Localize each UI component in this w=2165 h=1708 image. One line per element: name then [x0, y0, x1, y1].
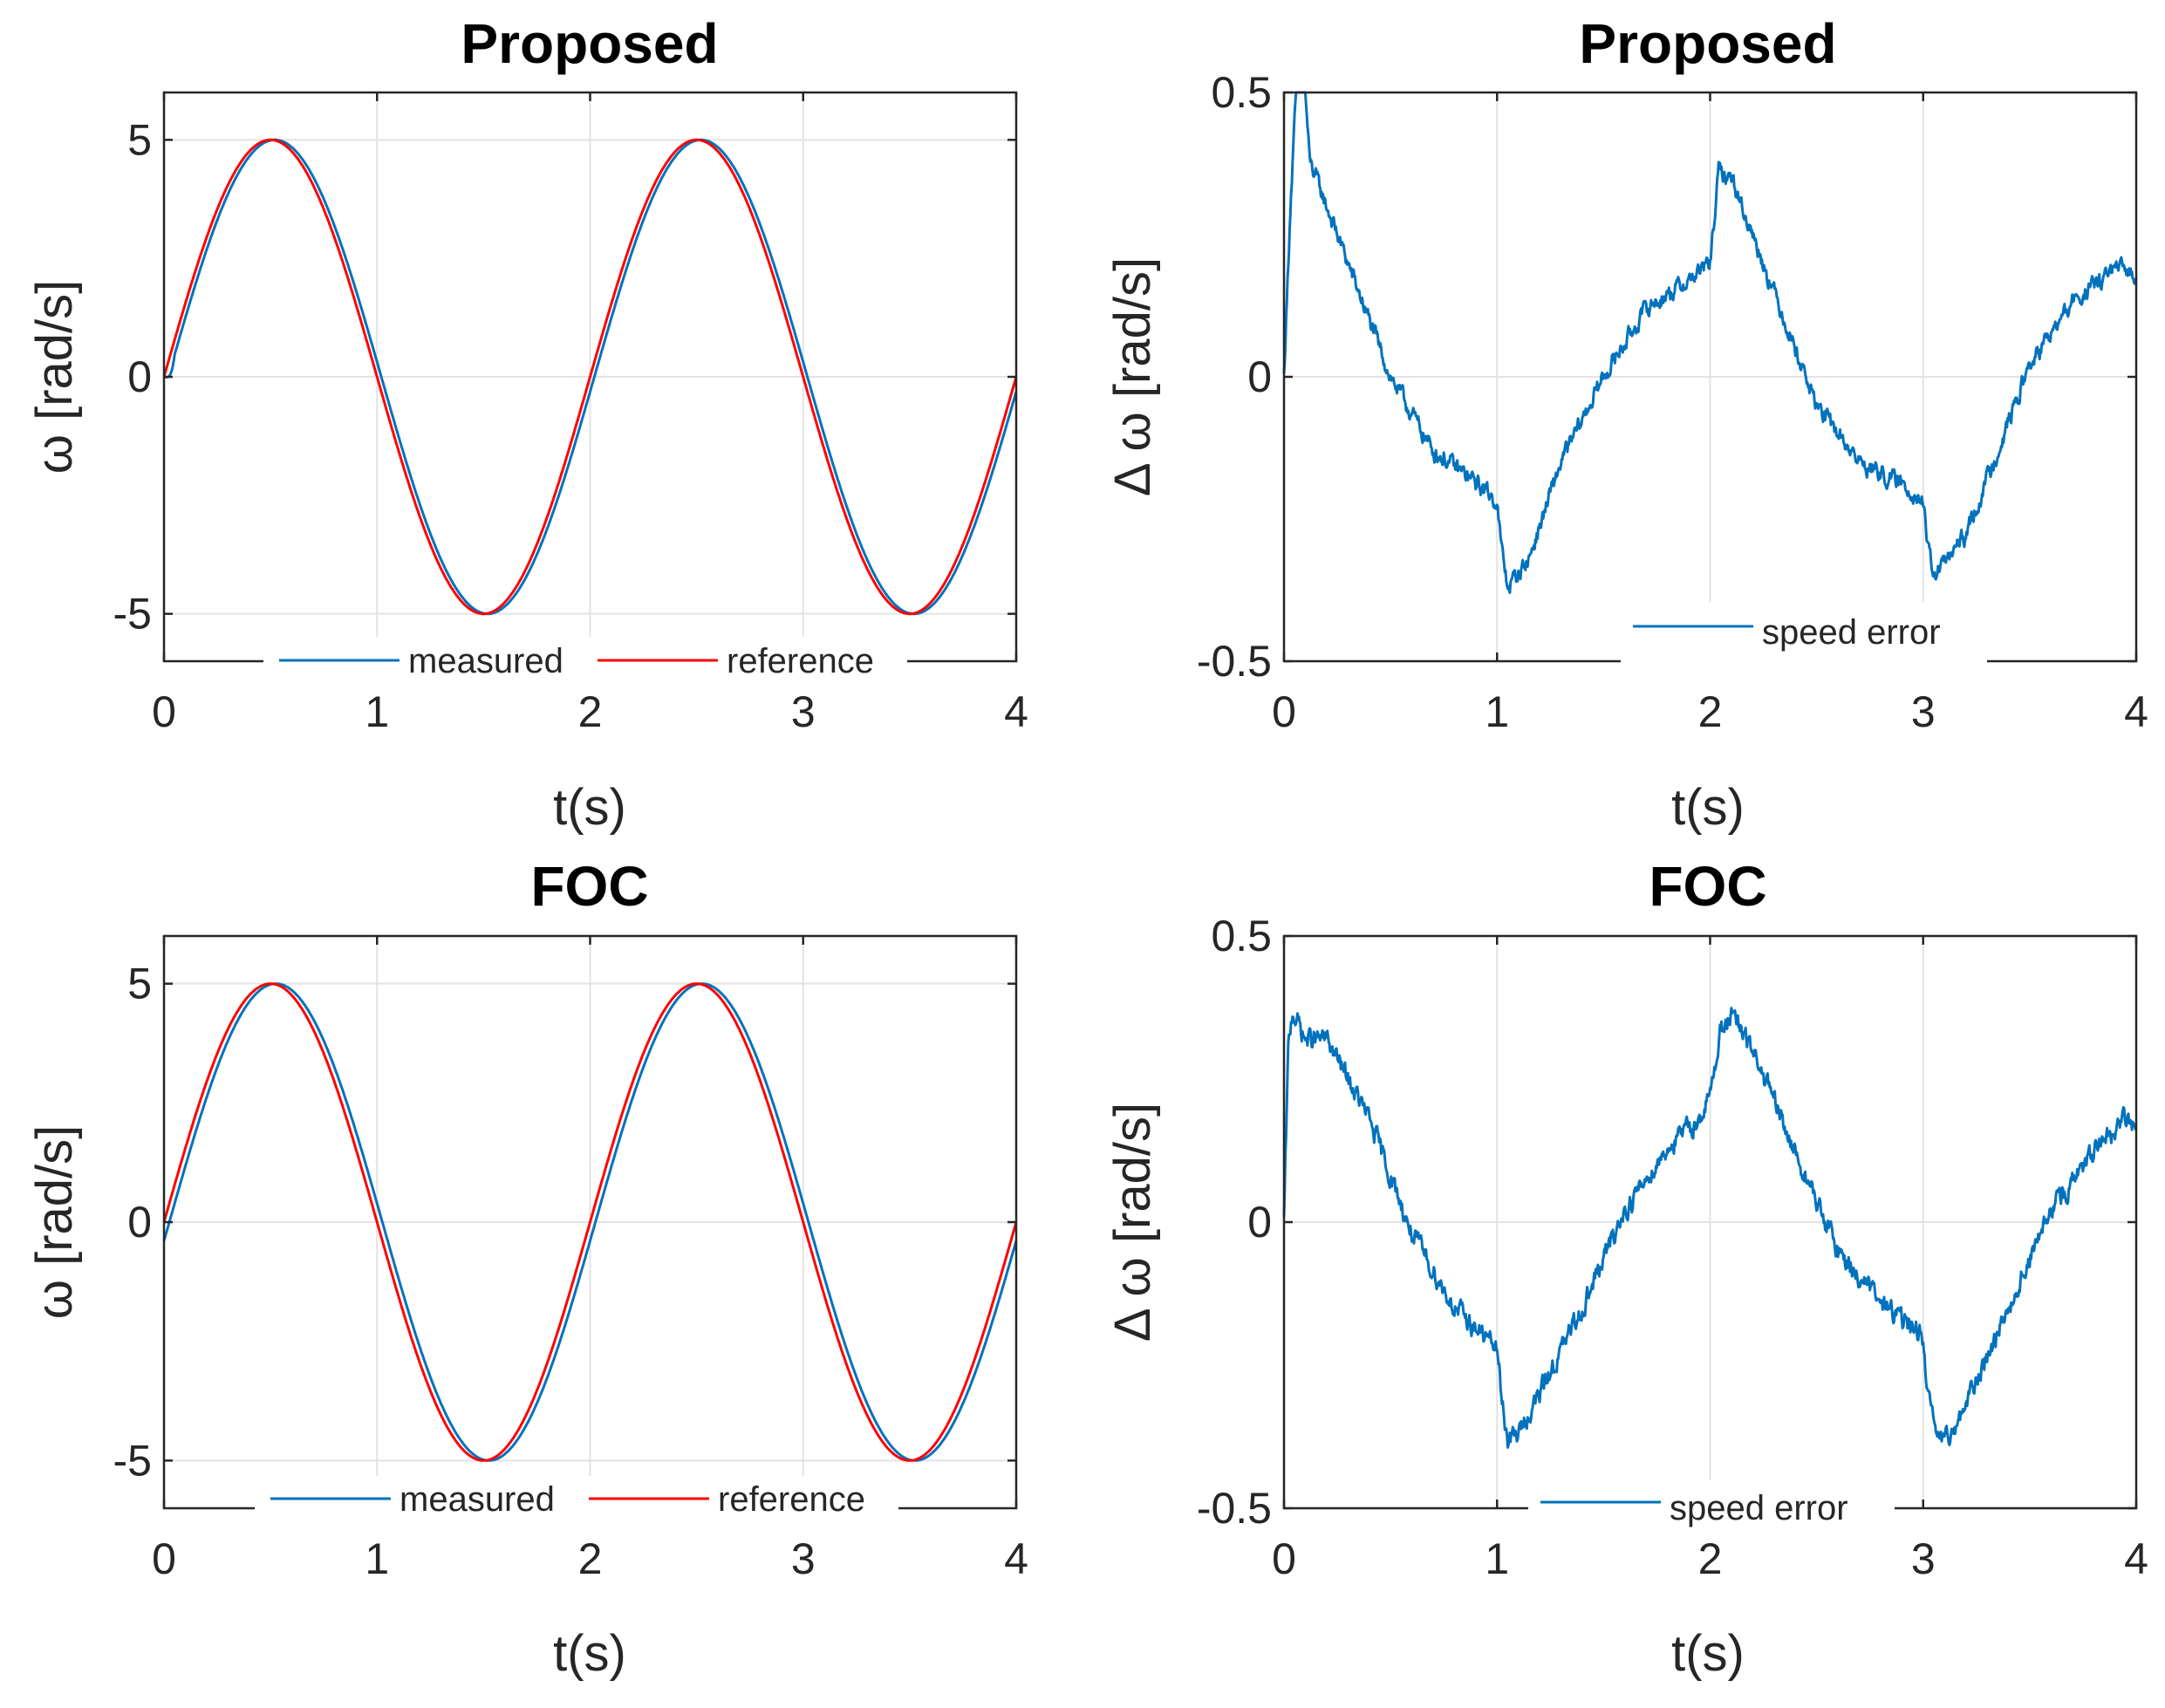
x-tick-label: 0 [1272, 687, 1296, 736]
x-tick-label: 1 [1485, 1534, 1509, 1583]
plot-area: 0 1 2 3 4-505 [113, 91, 1028, 736]
x-tick-label: 3 [791, 687, 816, 736]
x-tick-label: 3 [791, 1534, 816, 1583]
y-tick-label: -0.5 [1197, 637, 1272, 686]
y-tick-label: 5 [127, 115, 152, 164]
panel-proposed-omega: Proposed 0 1 2 3 4-505 t(s) ω [rad/s] measur… [26, 12, 1028, 836]
series-line-reference [162, 982, 1018, 1462]
legend: measured reference [263, 637, 907, 684]
legend-label-speed-error: speed error [1670, 1489, 1848, 1527]
x-axis-label: t(s) [1671, 1625, 1745, 1682]
legend-label-measured: measured [400, 1480, 555, 1519]
x-tick-label: 4 [1004, 1534, 1028, 1583]
x-tick-label: 2 [578, 687, 603, 736]
x-tick-label: 3 [1911, 1534, 1936, 1583]
x-tick-label: 3 [1911, 687, 1936, 736]
series-line-reference [162, 138, 1018, 616]
y-axis-label: Δ ω [rad/s] [1104, 1103, 1161, 1342]
x-tick-label: 1 [365, 687, 389, 736]
panel-proposed-speed-error: Proposed 0 1 2 3 4-0.500.5 t(s) Δ ω [rad/s] … [1104, 12, 2148, 836]
x-tick-label: 2 [1698, 687, 1723, 736]
y-axis-label: Δ ω [rad/s] [1104, 257, 1161, 496]
chart-title: FOC [1649, 855, 1766, 918]
y-tick-label: 0.5 [1211, 68, 1272, 117]
y-tick-label: 0 [1247, 1198, 1272, 1247]
series-line-speed-error [1282, 1007, 2137, 1449]
x-tick-label: 4 [2124, 687, 2148, 736]
y-tick-label: 0 [127, 352, 152, 401]
panel-foc-omega: FOC 0 1 2 3 4-505 t(s) ω [rad/s] measured re… [26, 855, 1028, 1682]
y-tick-label: 5 [127, 960, 152, 1008]
x-tick-label: 4 [1004, 687, 1028, 736]
legend-label-speed-error: speed error [1762, 613, 1941, 652]
legend-box [1621, 602, 1987, 663]
legend: speed error [1621, 602, 1987, 663]
y-tick-label: 0.5 [1211, 912, 1272, 960]
chart-title: Proposed [1579, 12, 1836, 75]
legend-label-reference: reference [727, 642, 874, 680]
x-tick-label: 0 [1272, 1534, 1296, 1583]
x-axis-label: t(s) [1671, 779, 1745, 836]
chart-title: FOC [530, 855, 648, 918]
x-tick-label: 2 [578, 1534, 603, 1583]
x-tick-label: 0 [152, 687, 176, 736]
x-tick-label: 2 [1698, 1534, 1723, 1583]
legend: measured reference [255, 1476, 898, 1523]
panel-foc-speed-error: FOC 0 1 2 3 4-0.500.5 t(s) Δ ω [rad/s] speed… [1104, 855, 2148, 1682]
legend-label-measured: measured [408, 642, 563, 680]
plot-area: 0 1 2 3 4-0.500.5 [1197, 912, 2148, 1583]
series-line-measured [162, 982, 1018, 1462]
y-tick-label: -5 [113, 590, 152, 639]
series-line-measured [163, 138, 1018, 616]
legend: speed error [1528, 1479, 1895, 1532]
legend-box [1528, 1479, 1895, 1532]
x-tick-label: 4 [2124, 1534, 2148, 1583]
y-axis-label: ω [rad/s] [26, 280, 83, 475]
plot-area: 0 1 2 3 4-0.500.5 [1197, 68, 2148, 736]
plot-area: 0 1 2 3 4-505 [113, 934, 1028, 1583]
legend-label-reference: reference [718, 1480, 865, 1519]
y-axis-label: ω [rad/s] [26, 1125, 83, 1320]
series-line-speed-error [1282, 91, 2138, 594]
x-tick-label: 0 [152, 1534, 176, 1583]
y-tick-label: 0 [127, 1198, 152, 1247]
x-tick-label: 1 [365, 1534, 389, 1583]
chart-title: Proposed [461, 12, 718, 75]
x-axis-label: t(s) [553, 779, 626, 836]
x-axis-label: t(s) [553, 1625, 626, 1682]
y-tick-label: -5 [113, 1436, 152, 1485]
y-tick-label: 0 [1247, 352, 1272, 401]
x-tick-label: 1 [1485, 687, 1509, 736]
y-tick-label: -0.5 [1197, 1484, 1272, 1533]
